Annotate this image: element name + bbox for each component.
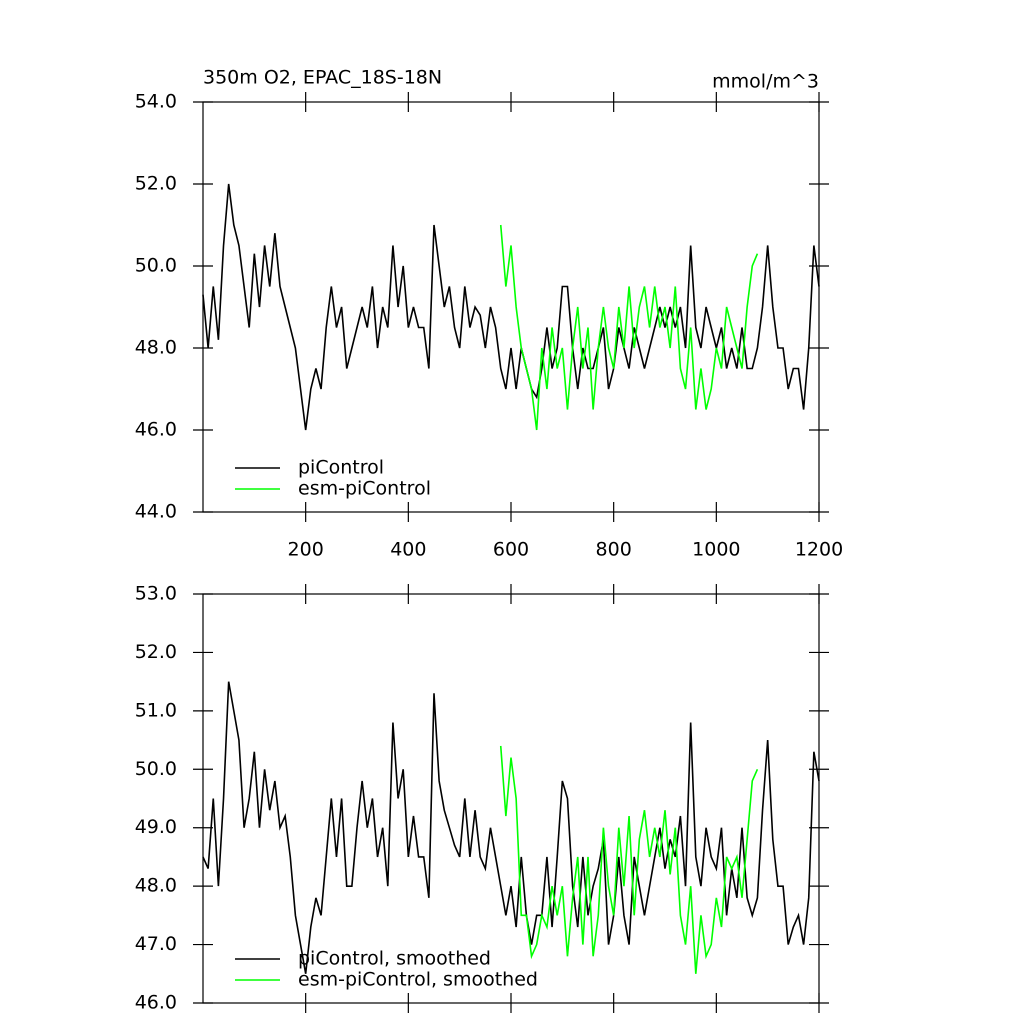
y-tick-label: 44.0 (135, 501, 177, 523)
x-tick-label: 600 (493, 539, 529, 561)
y-tick-label: 49.0 (135, 816, 177, 838)
y-tick-label: 46.0 (135, 992, 177, 1014)
y-tick-label: 48.0 (135, 875, 177, 897)
x-tick-label: 200 (288, 539, 324, 561)
y-tick-label: 52.0 (135, 173, 177, 195)
x-tick-label: 1200 (795, 539, 843, 561)
legend-label: esm-piControl (298, 478, 431, 500)
y-tick-label: 53.0 (135, 583, 177, 605)
y-tick-label: 47.0 (135, 933, 177, 955)
series-line (499, 224, 759, 431)
series-line (499, 745, 759, 974)
y-tick-label: 51.0 (135, 699, 177, 721)
plot-frame (202, 593, 820, 1004)
legend-label: esm-piControl, smoothed (298, 969, 538, 991)
y-tick-label: 52.0 (135, 641, 177, 663)
chart-title: 350m O2, EPAC_18S-18N (203, 67, 442, 89)
x-tick-label: 400 (390, 539, 426, 561)
legend-label: piControl (298, 457, 384, 479)
y-tick-label: 54.0 (135, 91, 177, 113)
x-tick-label: 1000 (692, 539, 740, 561)
units-label: mmol/m^3 (712, 71, 819, 93)
x-tick-label: 800 (596, 539, 632, 561)
y-tick-label: 46.0 (135, 419, 177, 441)
series-line (202, 681, 820, 974)
legend-label: piControl, smoothed (298, 948, 491, 970)
y-tick-label: 48.0 (135, 337, 177, 359)
y-tick-label: 50.0 (135, 255, 177, 277)
y-tick-label: 50.0 (135, 758, 177, 780)
